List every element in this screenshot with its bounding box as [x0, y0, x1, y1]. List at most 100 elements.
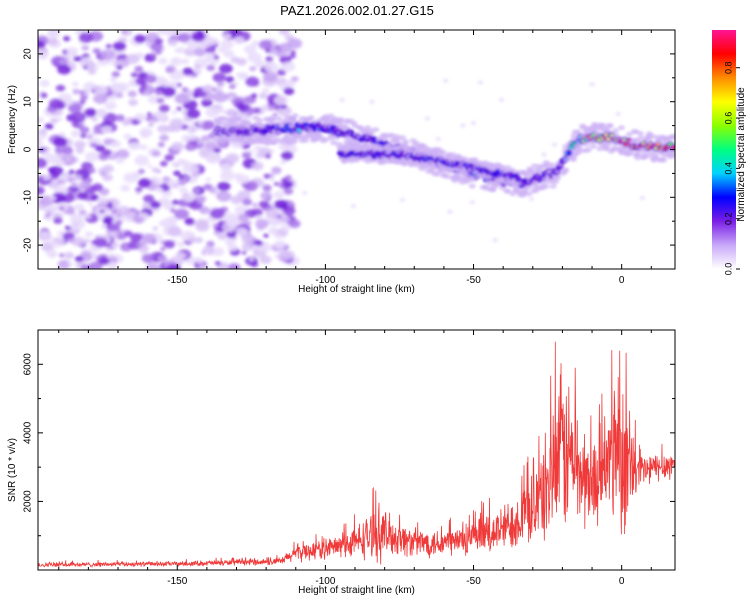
- noise-blob: [107, 90, 114, 95]
- ridge-halo: [618, 125, 625, 131]
- noise-blob: [283, 87, 295, 96]
- ridge-halo: [486, 181, 494, 186]
- noise-blob: [206, 52, 214, 58]
- noise-blob: [251, 93, 258, 98]
- noise-blob: [202, 250, 210, 255]
- noise-blob: [109, 76, 117, 83]
- noise-blob: [243, 44, 257, 54]
- noise-blob: [271, 166, 282, 175]
- noise-blob: [38, 40, 45, 50]
- noise-blob: [212, 92, 228, 103]
- noise-blob: [202, 120, 216, 130]
- noise-blob: [59, 58, 68, 66]
- noise-blob: [78, 209, 87, 216]
- x-tick-label: 0: [619, 576, 625, 587]
- ridge-halo: [275, 130, 283, 136]
- noise-blob: [81, 45, 90, 51]
- noise-blob: [58, 206, 65, 211]
- noise-blob: [258, 151, 267, 158]
- x-tick-label: -50: [466, 576, 481, 587]
- noise-blob: [173, 170, 182, 177]
- noise-blob: [291, 76, 299, 82]
- noise-blob: [192, 93, 199, 98]
- noise-blob: [225, 230, 237, 239]
- ridge-halo: [571, 151, 579, 157]
- noise-blob: [262, 184, 272, 192]
- noise-blob: [285, 175, 292, 180]
- noise-blob: [302, 191, 308, 195]
- noise-blob: [169, 118, 184, 129]
- noise-blob: [220, 170, 235, 182]
- ridge-halo: [660, 157, 668, 163]
- noise-blob: [399, 198, 405, 202]
- noise-blob: [288, 219, 301, 228]
- noise-blob: [254, 240, 263, 246]
- noise-blob: [70, 218, 86, 230]
- noise-blob: [94, 85, 108, 95]
- y-tick-label: 6000: [23, 353, 34, 376]
- noise-blob: [258, 200, 270, 208]
- noise-blob: [252, 203, 258, 208]
- noise-blob: [84, 213, 92, 219]
- noise-blob: [251, 161, 264, 171]
- ridge-halo: [552, 179, 560, 185]
- noise-blob: [265, 56, 273, 62]
- noise-blob: [50, 195, 57, 201]
- noise-blob: [39, 79, 50, 87]
- noise-blob: [196, 197, 206, 204]
- ridge-halo: [461, 170, 469, 176]
- noise-blob: [169, 208, 176, 213]
- noise-blob: [269, 177, 275, 182]
- noise-blob: [88, 202, 94, 207]
- noise-blob: [228, 84, 236, 89]
- noise-blob: [99, 209, 105, 214]
- noise-blob: [111, 213, 118, 219]
- noise-blob: [88, 261, 103, 269]
- noise-blob: [84, 238, 91, 244]
- noise-blob: [161, 86, 176, 97]
- noise-blob: [242, 73, 249, 78]
- noise-blob: [234, 205, 248, 215]
- ridge-core: [554, 169, 560, 174]
- y-tick-label: 10: [23, 96, 34, 108]
- noise-blob: [212, 223, 219, 228]
- noise-blob: [90, 142, 98, 148]
- ridge-halo: [239, 125, 247, 131]
- noise-blob: [254, 215, 263, 221]
- ridge-halo: [275, 116, 283, 122]
- noise-blob: [159, 160, 168, 167]
- ridge-halo: [219, 116, 227, 122]
- noise-blob: [188, 236, 197, 244]
- noise-blob: [280, 224, 291, 232]
- noise-blob: [148, 123, 154, 127]
- noise-blob: [100, 49, 116, 60]
- noise-blob: [79, 126, 90, 134]
- ridge-halo: [503, 188, 511, 194]
- spectrogram-y-axis: -20 -10 0 10 20: [23, 29, 675, 270]
- noise-blob: [167, 179, 181, 189]
- noise-blob: [589, 82, 595, 86]
- y-tick-label: 2000: [23, 490, 34, 513]
- noise-blob: [247, 52, 262, 63]
- noise-blob: [159, 78, 169, 85]
- snr-panel: -150 -100 -50 0 2000 4000 6000 Height of stra…: [7, 329, 676, 596]
- noise-blob: [242, 198, 253, 206]
- ridge-halo: [589, 144, 597, 149]
- noise-blob: [164, 154, 175, 162]
- noise-blob: [38, 230, 52, 241]
- noise-blob: [50, 207, 58, 213]
- noise-blob: [79, 90, 85, 95]
- noise-blob: [208, 37, 219, 45]
- noise-blob: [143, 90, 150, 96]
- noise-blob: [259, 255, 272, 264]
- noise-blob: [289, 53, 296, 59]
- noise-blob: [241, 151, 252, 159]
- noise-blob: [190, 171, 200, 178]
- noise-blob: [282, 51, 290, 57]
- ridge-halo: [525, 191, 533, 197]
- noise-blob: [64, 251, 75, 260]
- ridge-core: [371, 137, 377, 142]
- noise-blob: [147, 95, 160, 104]
- ridge-halo: [636, 131, 644, 136]
- noise-blob: [159, 134, 170, 142]
